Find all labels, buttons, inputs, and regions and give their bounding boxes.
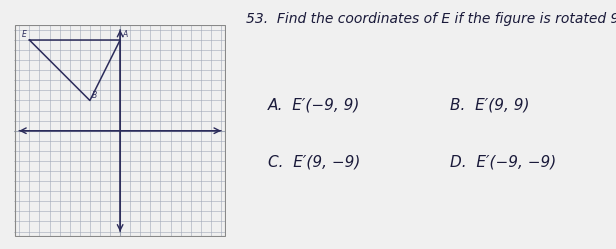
Text: A.  E′(−9, 9): A. E′(−9, 9) [268, 97, 360, 112]
Text: B: B [92, 91, 97, 101]
Text: 53.  Find the coordinates of E if the figure is rotated 90° clockwise about the : 53. Find the coordinates of E if the fig… [246, 12, 616, 26]
Text: B.  E′(9, 9): B. E′(9, 9) [450, 97, 529, 112]
Text: D.  E′(−9, −9): D. E′(−9, −9) [450, 154, 556, 169]
Text: C.  E′(9, −9): C. E′(9, −9) [268, 154, 360, 169]
Text: E: E [22, 30, 26, 39]
Text: A: A [122, 30, 128, 39]
